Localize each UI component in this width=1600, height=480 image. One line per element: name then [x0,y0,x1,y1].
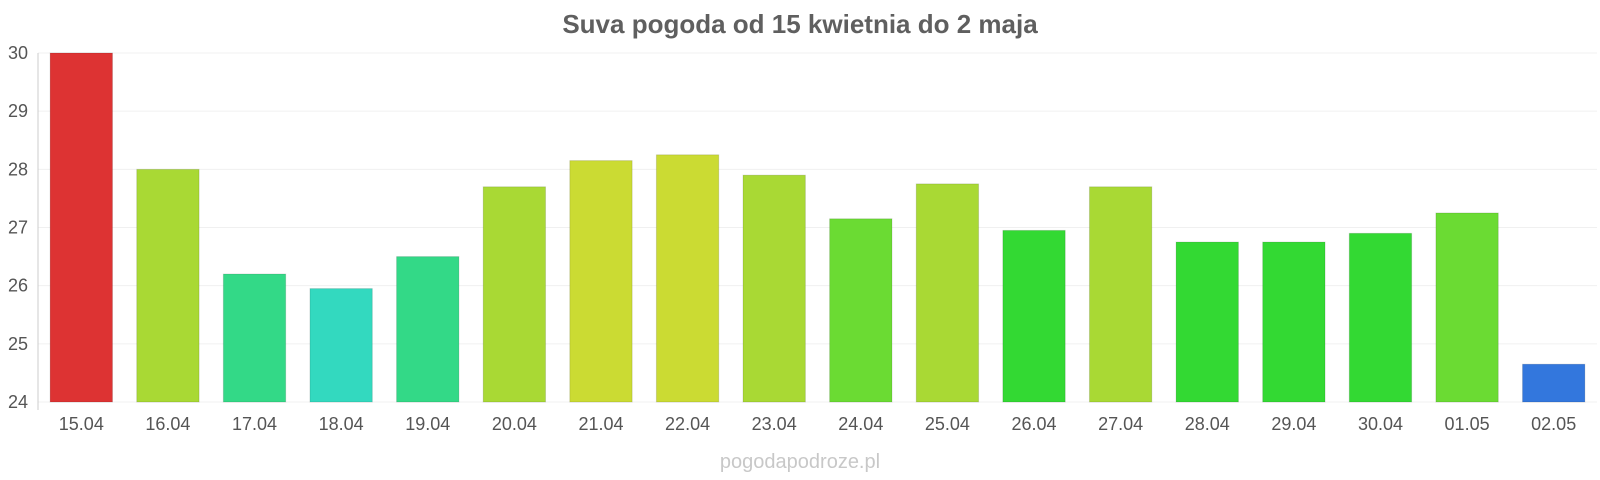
bars [49,52,1586,403]
x-axis: 15.04 16.04 17.04 18.04 19.04 20.04 21.04 22.04… [59,414,1576,434]
x-tick-label: 24.04 [838,414,883,434]
bar-15.04 [49,52,113,403]
chart-title: Suva pogoda od 15 kwietnia do 2 maja [562,9,1038,39]
x-tick-label: 26.04 [1012,414,1057,434]
x-tick-label: 29.04 [1271,414,1316,434]
y-tick-label: 24 [8,392,28,412]
x-tick-label: 30.04 [1358,414,1403,434]
x-tick-label: 19.04 [405,414,450,434]
x-tick-label: 15.04 [59,414,104,434]
x-tick-label: 02.05 [1531,414,1576,434]
x-tick-label: 22.04 [665,414,710,434]
x-tick-label: 16.04 [145,414,190,434]
x-tick-label: 25.04 [925,414,970,434]
bar-22.04 [655,154,720,403]
bar-27.04 [1088,186,1153,403]
x-tick-label: 28.04 [1185,414,1230,434]
bar-18.04 [309,288,373,403]
y-tick-label: 25 [8,334,28,354]
y-tick-label: 30 [8,43,28,63]
x-tick-label: 23.04 [752,414,797,434]
bar-24.04 [829,218,893,403]
y-axis: 24 25 26 27 28 29 30 [8,43,39,412]
y-tick-label: 27 [8,218,28,238]
bar-02.05 [1522,363,1586,403]
bar-23.04 [742,174,806,403]
bar-21.04 [569,160,633,403]
x-tick-label: 27.04 [1098,414,1143,434]
y-tick-label: 26 [8,276,28,296]
x-tick-label: 01.05 [1445,414,1490,434]
y-tick-label: 28 [8,159,28,179]
y-tick-label: 29 [8,101,28,121]
bar-29.04 [1262,241,1326,403]
bar-20.04 [482,186,547,403]
bar-26.04 [1002,229,1066,403]
x-tick-label: 20.04 [492,414,537,434]
bar-01.05 [1435,212,1499,403]
bar-25.04 [915,183,980,403]
x-tick-label: 17.04 [232,414,277,434]
watermark-text: pogodapodroze.pl [720,451,880,473]
bar-28.04 [1175,241,1239,403]
bar-17.04 [222,273,287,403]
x-tick-label: 18.04 [319,414,364,434]
bar-30.04 [1348,232,1413,403]
x-tick-label: 21.04 [578,414,623,434]
bar-16.04 [136,168,200,403]
grid-lines [38,52,1597,403]
bar-19.04 [396,256,460,403]
